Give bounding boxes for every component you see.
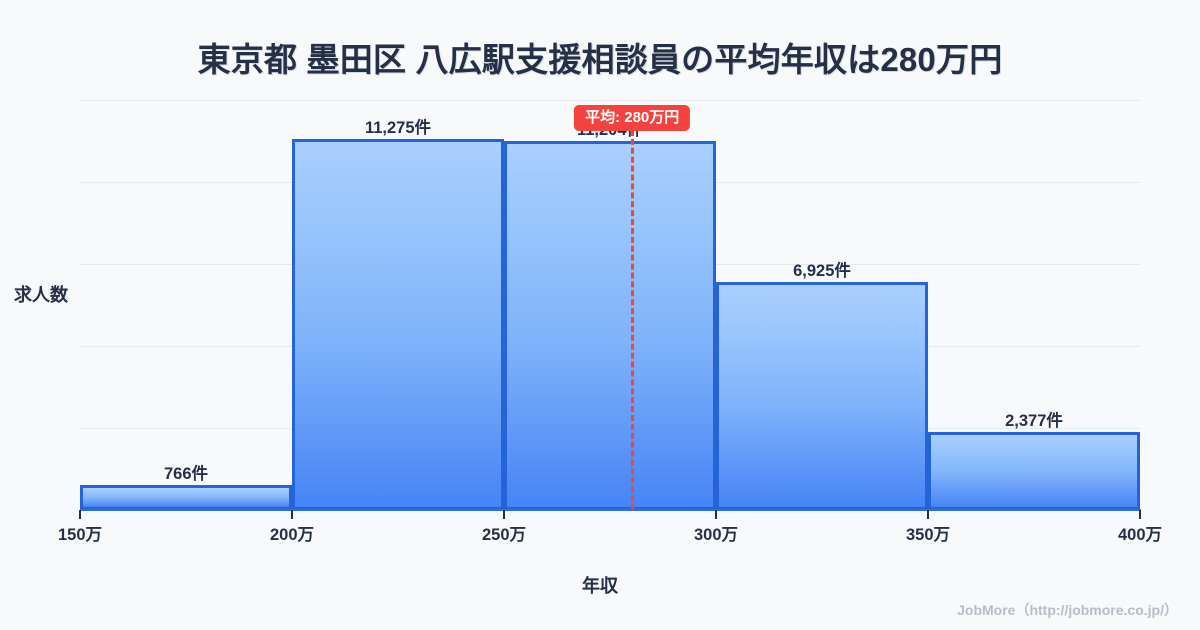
x-axis-tick	[715, 510, 717, 519]
x-axis-tick	[927, 510, 929, 519]
x-axis-tick	[503, 510, 505, 519]
mean-line	[631, 130, 635, 510]
x-axis-tick	[79, 510, 81, 519]
x-axis-tick	[1139, 510, 1141, 519]
bar-value-label: 11,275件	[364, 118, 432, 137]
x-axis-tick-label: 300万	[693, 526, 739, 544]
mean-badge: 平均: 280万円	[574, 105, 691, 132]
x-axis-line	[80, 509, 1141, 511]
bar	[80, 484, 292, 510]
bar	[504, 140, 716, 510]
bar	[292, 138, 504, 510]
x-axis-tick-label: 250万	[481, 526, 527, 544]
gridline	[80, 100, 1140, 101]
footer-credit: JobMore（http://jobmore.co.jp/）	[957, 602, 1178, 618]
bar	[716, 281, 928, 510]
x-axis-tick-label: 350万	[905, 526, 951, 544]
x-axis-tick-label: 150万	[57, 526, 103, 544]
bar-value-label: 2,377件	[1005, 411, 1063, 430]
x-axis-tick-label: 200万	[269, 526, 315, 544]
page-title: 東京都 墨田区 八広駅支援相談員の平均年収は280万円	[197, 41, 1003, 78]
bar-value-label: 766件	[163, 464, 209, 483]
x-axis-tick-label: 400万	[1117, 526, 1163, 544]
x-axis-tick	[291, 510, 293, 519]
x-axis-title: 年収	[582, 576, 618, 596]
bar	[928, 431, 1140, 510]
y-axis-title: 求人数	[14, 285, 68, 305]
bar-value-label: 6,925件	[793, 261, 851, 280]
